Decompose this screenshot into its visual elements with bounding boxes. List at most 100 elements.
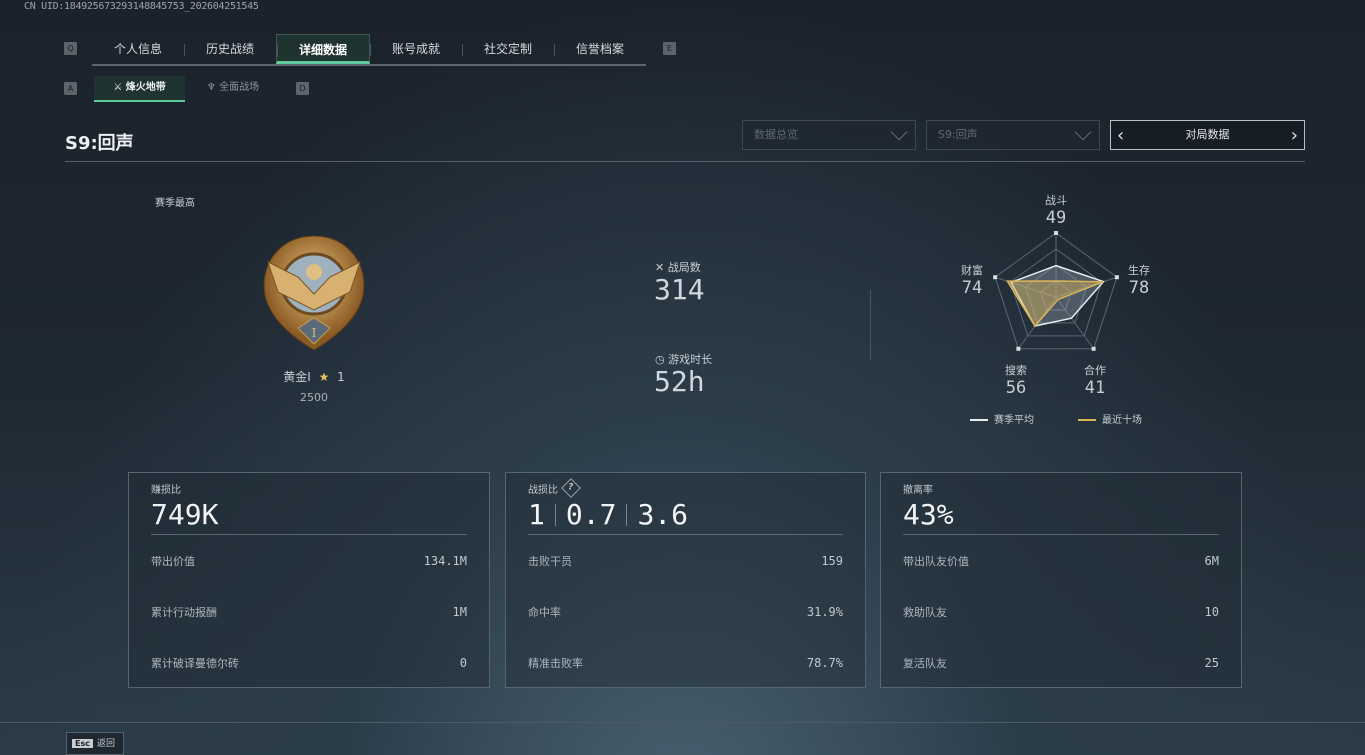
radar-axis-value: 41 [1084, 378, 1106, 398]
stat-value: 1M [452, 604, 467, 619]
stat-label: 救助队友 [903, 605, 947, 619]
stat-label: 命中率 [528, 605, 561, 619]
card-title: 战损比 [528, 484, 558, 496]
radar-grid [1009, 248, 1103, 337]
radar-grid [1024, 264, 1088, 324]
svg-text:I: I [312, 326, 317, 340]
stat-value: 25 [1204, 655, 1219, 670]
subtab-warfare[interactable]: ♆ 全面战场 [188, 76, 278, 102]
footer-divider [0, 722, 1365, 723]
radar-spoke [994, 276, 1057, 298]
tab-achievements[interactable]: 账号成就 [370, 34, 462, 64]
stat-label: 复活队友 [903, 656, 947, 670]
card-values: 1 0.7 3.6 [528, 495, 843, 535]
radar-axis-label: 搜索 [1005, 364, 1027, 377]
radar-spoke [1055, 276, 1118, 298]
mode-label: 对局数据 [1185, 128, 1230, 141]
radar-axis-label: 合作 [1084, 364, 1106, 377]
legend-swatch [1078, 419, 1096, 421]
uid-text: CN UID:1849256732931488457​53_2026042515… [24, 1, 259, 12]
mode-icon: ♆ [206, 82, 220, 93]
tab-detailed-data[interactable]: 详细数据 [276, 34, 370, 64]
radar-spoke [1055, 296, 1095, 350]
stat-value: 6M [1204, 553, 1219, 568]
playtime-label: 游戏时长 [668, 353, 713, 366]
rank-stars: 1 [337, 370, 345, 384]
radar-vertex [993, 275, 998, 280]
card-title-row: 战损比? [528, 478, 843, 498]
divider [870, 290, 871, 360]
tab-social[interactable]: 社交定制 [462, 34, 554, 64]
stat-label: 累计破译曼德尔砖 [151, 656, 239, 670]
chevron-right-icon[interactable]: › [1290, 125, 1298, 146]
radar-vertex [1016, 346, 1021, 351]
stat-value: 134.1M [423, 553, 467, 568]
mode-selector: ‹ 对局数据 › [1110, 120, 1305, 150]
prev-tab-key[interactable]: Q [64, 42, 77, 55]
legend-label: 最近十场 [1102, 415, 1142, 426]
stat-value: 31.9% [806, 604, 843, 619]
legend-swatch [970, 419, 988, 421]
prev-subtab-key[interactable]: A [64, 82, 77, 95]
season-dropdown[interactable]: S9:回声 [926, 120, 1100, 150]
chevron-down-icon [890, 123, 908, 141]
rank-tier: 黄金I ★ 1 [250, 368, 378, 385]
tab-history[interactable]: 历史战绩 [184, 34, 276, 64]
radar-axis-value: 78 [1128, 278, 1150, 298]
stat-row: 复活队友 25 [903, 637, 1219, 688]
next-subtab-key[interactable]: D [296, 82, 309, 95]
matches-label: 战局数 [667, 261, 701, 274]
mode-icon: ⚔ [113, 82, 126, 93]
rank-score: 2500 [300, 391, 328, 404]
legend-label: 赛季平均 [994, 415, 1034, 426]
stat-row: 带出价值 134.1M [151, 535, 467, 586]
radar-vertex [1091, 346, 1096, 351]
radar-axis-label: 财富 [961, 264, 983, 277]
radar-vertex [1054, 231, 1058, 235]
matches-value: 314 [654, 273, 705, 306]
stat-row: 累计破译曼德尔砖 0 [151, 637, 467, 688]
stat-row: 精准击败率 78.7% [528, 637, 843, 688]
card-value: 43% [903, 495, 1219, 535]
stat-row: 累计行动报酬 1M [151, 586, 467, 637]
radar-axis-value: 74 [961, 278, 983, 298]
subtab-label: 全面战场 [219, 82, 260, 93]
category-dropdown[interactable]: 数据总览 [742, 120, 916, 150]
tab-reputation[interactable]: 信誉档案 [554, 34, 646, 64]
chevron-left-icon[interactable]: ‹ [1117, 125, 1125, 146]
stat-label: 累计行动报酬 [151, 605, 217, 619]
stat-label: 带出队友价值 [903, 554, 969, 568]
stat-row: 击败干员 159 [528, 535, 843, 586]
card-value: 0.7 [565, 497, 617, 531]
matches-label-row: ✕ 战局数 [655, 259, 701, 275]
card-value: 749K [151, 495, 467, 535]
back-button[interactable]: Esc 返回 [66, 732, 124, 755]
stat-row: 救助队友 10 [903, 586, 1219, 637]
profit-card: 赚损比 749K 带出价值 134.1M 累计行动报酬 1M 累计破译曼德尔砖 0 [128, 472, 490, 688]
dropdown-value: S9:回声 [938, 128, 978, 141]
esc-key: Esc [72, 739, 93, 748]
radar-axis-label: 战斗 [1045, 194, 1067, 207]
legend-season-avg: 赛季平均 [970, 411, 1034, 426]
card-title: 赚损比 [151, 484, 181, 496]
next-tab-key[interactable]: E [663, 42, 676, 55]
season-best-label: 赛季最高 [155, 198, 195, 209]
stat-value: 78.7% [806, 655, 843, 670]
radar-axis-value: 56 [1005, 378, 1027, 398]
card-title: 撤离率 [903, 484, 933, 496]
crossed-swords-icon: ✕ [655, 261, 668, 274]
radar-axis-label: 生存 [1128, 264, 1150, 277]
star-icon: ★ [318, 370, 330, 384]
radar-grid [994, 232, 1118, 350]
tab-personal-info[interactable]: 个人信息 [113, 42, 162, 56]
radar-chart [993, 231, 1119, 351]
radar-vertex [1114, 275, 1119, 280]
subtab-label: 烽火地带 [125, 82, 166, 93]
clock-icon: ◷ [655, 353, 669, 366]
chevron-down-icon [1074, 123, 1092, 141]
stat-value: 159 [821, 553, 843, 568]
subtab-operations[interactable]: ⚔ 烽火地带 [94, 76, 185, 102]
radar-axis-value: 49 [1045, 208, 1067, 228]
divider [626, 503, 628, 526]
stat-value: 10 [1204, 604, 1219, 619]
